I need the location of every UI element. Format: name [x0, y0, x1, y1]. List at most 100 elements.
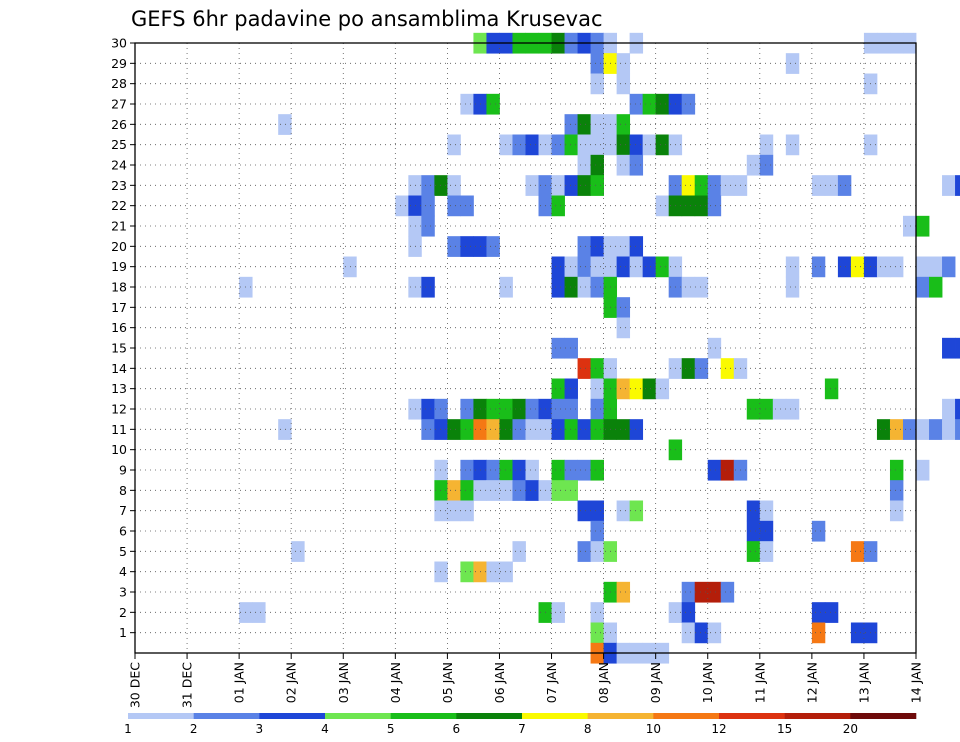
heatmap-cell — [694, 276, 709, 298]
heatmap-cell — [707, 459, 722, 481]
heatmap-cell — [577, 175, 591, 196]
heatmap-cell — [707, 337, 722, 359]
heatmap-cell — [785, 134, 800, 156]
colorbar-label: 4 — [321, 722, 329, 736]
heatmap-cell — [694, 195, 709, 217]
heatmap-cell — [629, 500, 644, 522]
heatmap-cell — [499, 480, 513, 501]
heatmap-cell — [590, 73, 604, 95]
heatmap-cell — [720, 358, 735, 379]
heatmap-cell — [707, 195, 722, 217]
heatmap-cell — [460, 500, 474, 522]
colorbar-label: 2 — [190, 722, 198, 736]
heatmap-cell — [889, 419, 904, 440]
heatmap-cell — [577, 276, 591, 298]
heatmap-cell — [291, 541, 305, 562]
heatmap-cell — [447, 480, 461, 501]
heatmap-cell — [486, 561, 500, 583]
heatmap-cell — [746, 520, 761, 542]
heatmap-cell — [460, 236, 474, 257]
heatmap-cell — [278, 114, 292, 135]
y-tick-label: 26 — [111, 117, 127, 132]
colorbar-label: 3 — [256, 722, 264, 736]
heatmap-cell — [590, 134, 604, 156]
y-tick-label: 5 — [119, 544, 127, 559]
colorbar-label: 7 — [518, 722, 526, 736]
heatmap-cell — [707, 175, 722, 196]
y-tick-label: 10 — [111, 442, 127, 457]
colorbar-swatch — [128, 713, 194, 719]
heatmap-cell — [590, 276, 604, 298]
heatmap-cell — [955, 398, 960, 420]
heatmap-cell — [564, 398, 578, 420]
colorbar-swatch — [259, 713, 326, 719]
heatmap-cell — [486, 459, 500, 481]
y-tick-label: 7 — [119, 503, 127, 518]
y-tick-label: 17 — [111, 300, 127, 315]
heatmap-cell — [434, 459, 448, 481]
heatmap-cell — [434, 419, 448, 440]
colorbar-label: 10 — [646, 722, 661, 736]
heatmap-cell — [551, 175, 565, 196]
heatmap-cell — [824, 378, 839, 400]
heatmap-cell — [434, 480, 448, 501]
heatmap-cell — [707, 581, 722, 603]
heatmap-cell — [590, 114, 604, 135]
y-tick-label: 30 — [111, 36, 127, 51]
y-tick-label: 28 — [111, 76, 127, 91]
heatmap-cell — [942, 337, 956, 359]
heatmap-cell — [590, 53, 604, 74]
heatmap-cell — [551, 480, 565, 501]
heatmap-cell — [629, 419, 644, 440]
heatmap-cell — [499, 459, 513, 481]
heatmap-cell — [460, 561, 474, 583]
heatmap-cell — [564, 378, 578, 400]
heatmap-cell — [551, 134, 565, 156]
heatmap-cell — [590, 602, 604, 623]
heatmap-cell — [785, 276, 800, 298]
heatmap-cell — [590, 358, 604, 379]
colorbar-swatch — [784, 713, 851, 719]
heatmap-cell — [577, 236, 591, 257]
heatmap-cell — [486, 419, 500, 440]
x-tick-label: 09 JAN — [648, 662, 663, 703]
heatmap-cell — [460, 419, 474, 440]
heatmap-cell — [629, 154, 644, 176]
heatmap-cell — [629, 134, 644, 156]
y-tick-label: 22 — [111, 198, 127, 213]
heatmap-cell — [850, 256, 865, 278]
heatmap-cell — [577, 154, 591, 176]
y-tick-label: 24 — [111, 158, 127, 173]
heatmap-cell — [551, 337, 565, 359]
heatmap-cell — [720, 459, 735, 481]
heatmap-cell — [889, 256, 904, 278]
heatmap-cell — [811, 256, 826, 278]
heatmap-cell — [447, 195, 461, 217]
heatmap-cell — [551, 459, 565, 481]
heatmap-cell — [590, 541, 604, 562]
colorbar: 1 2 3 4 5 6 7 8 10 12 15 20 — [124, 713, 917, 736]
heatmap-cell — [590, 236, 604, 257]
heatmap-cell — [447, 175, 461, 196]
heatmap-cell — [616, 256, 631, 278]
heatmap-cell — [434, 398, 448, 420]
heatmap-cell — [564, 175, 578, 196]
heatmap-cell — [460, 398, 474, 420]
colorbar-swatch — [587, 713, 654, 719]
heatmap-cell — [616, 236, 631, 257]
heatmap-cell — [525, 175, 539, 196]
heatmap-cell — [421, 195, 435, 217]
heatmap-cell — [564, 419, 578, 440]
heatmap-cell — [694, 358, 709, 379]
heatmap-cell — [681, 175, 696, 196]
heatmap-cell — [876, 419, 891, 440]
heatmap-cell — [434, 561, 448, 583]
heatmap-cell — [421, 175, 435, 196]
heatmap-cell — [616, 297, 631, 318]
heatmap-cell — [395, 195, 409, 217]
colorbar-label: 1 — [124, 722, 132, 736]
heatmap-cell — [811, 175, 826, 196]
heatmap-cell — [512, 541, 526, 562]
heatmap-cell — [811, 520, 826, 542]
heatmap-cell — [916, 459, 930, 481]
